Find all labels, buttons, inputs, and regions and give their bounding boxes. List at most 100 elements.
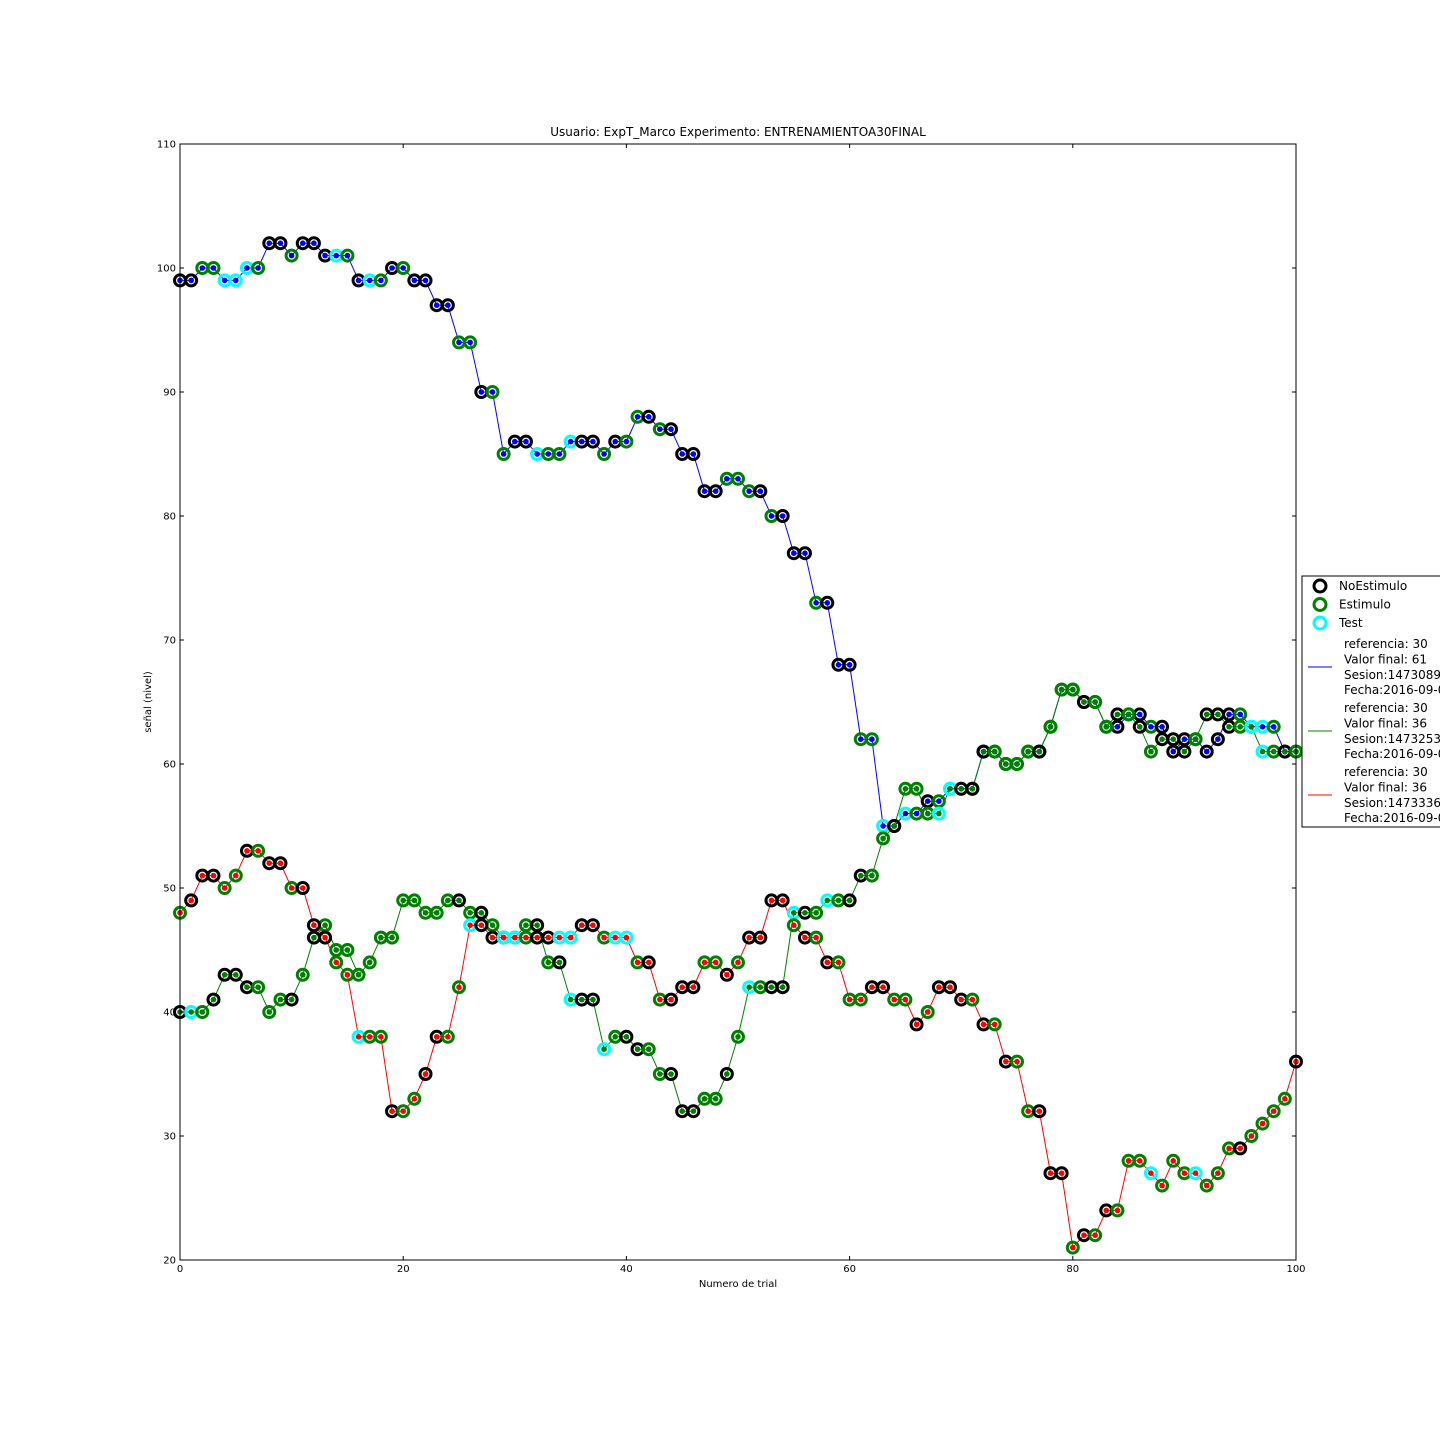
estimulo-marker xyxy=(1088,1228,1103,1243)
series-1-point xyxy=(936,798,942,804)
x-tick-label: 40 xyxy=(620,1264,633,1275)
series-2-point xyxy=(1248,724,1255,730)
series-1-point xyxy=(534,451,540,457)
series-2-point xyxy=(1103,724,1110,730)
series-1-point xyxy=(288,252,295,259)
noestimulo-marker xyxy=(206,992,221,1007)
series-2-point xyxy=(1081,699,1087,705)
series-2-point xyxy=(333,947,340,953)
series-2-point xyxy=(846,897,853,904)
noestimulo-marker xyxy=(1032,1104,1047,1119)
series-3-point xyxy=(1058,1170,1065,1176)
series-3-point xyxy=(757,934,764,941)
noestimulo-marker xyxy=(686,980,701,995)
series-1-point xyxy=(791,550,797,556)
test-marker xyxy=(931,806,946,821)
series-1-point xyxy=(478,389,485,395)
series-2-point xyxy=(746,984,752,990)
series-3-point xyxy=(277,860,284,866)
noestimulo-marker xyxy=(552,955,567,970)
series-1-point xyxy=(411,277,418,284)
legend-label: Test xyxy=(1338,616,1363,630)
series-3-point xyxy=(244,848,250,854)
series-1-point xyxy=(657,426,663,433)
x-tick-label: 100 xyxy=(1286,1264,1305,1275)
estimulo-marker xyxy=(708,955,723,970)
series-1-point xyxy=(500,451,507,457)
y-tick-label: 20 xyxy=(163,1256,176,1267)
series-3-point xyxy=(947,984,953,990)
estimulo-marker xyxy=(898,992,913,1007)
estimulo-marker xyxy=(396,1104,411,1119)
estimulo-legend-icon xyxy=(1312,597,1328,612)
test-marker xyxy=(619,930,634,945)
series-3-point xyxy=(188,897,194,904)
noestimulo-marker xyxy=(842,657,857,672)
series-3-point xyxy=(1025,1108,1031,1114)
series-1-point xyxy=(1270,724,1277,730)
noestimulo-marker xyxy=(306,236,321,251)
legend-series-text: Valor final: 36 xyxy=(1344,716,1427,730)
noestimulo-marker xyxy=(284,992,299,1007)
series-1-point xyxy=(578,438,585,445)
estimulo-marker xyxy=(731,471,745,486)
y-tick-label: 70 xyxy=(163,636,176,647)
series-1-point xyxy=(880,823,886,829)
series-2-point xyxy=(802,910,808,916)
series-1-point xyxy=(523,438,529,445)
series-1-point xyxy=(255,265,261,271)
series-3-point xyxy=(1170,1158,1177,1164)
series-2-point xyxy=(1058,686,1065,693)
series-3-point xyxy=(545,934,552,941)
series-2-point xyxy=(1036,748,1043,755)
series-2-point xyxy=(679,1108,685,1114)
series-2-point xyxy=(255,984,261,990)
noestimulo-marker xyxy=(228,967,243,982)
series-3-point xyxy=(512,934,518,941)
series-1-point xyxy=(724,476,730,482)
series-1-point xyxy=(277,240,284,246)
noestimulo-marker xyxy=(440,298,455,313)
series-3-point xyxy=(724,972,730,978)
series-1-point xyxy=(1170,748,1177,755)
series-3-point xyxy=(1047,1170,1054,1176)
series-1-point xyxy=(378,277,384,284)
series-3-point xyxy=(980,1021,987,1028)
series-1-point xyxy=(735,476,741,482)
noestimulo-marker xyxy=(184,273,199,288)
noestimulo-marker xyxy=(585,992,600,1007)
noestimulo-marker xyxy=(820,595,835,610)
series-1-point xyxy=(757,488,764,495)
x-tick-label: 0 xyxy=(177,1264,183,1275)
series-2-point xyxy=(288,996,295,1003)
series-2-point xyxy=(199,1009,206,1015)
series-2-point xyxy=(478,910,485,916)
estimulo-marker xyxy=(786,918,801,933)
series-3-point xyxy=(623,934,630,941)
estimulo-marker xyxy=(1065,682,1080,697)
series-3-point xyxy=(1203,1182,1210,1189)
estimulo-marker xyxy=(731,1029,745,1044)
series-3-point xyxy=(567,934,574,941)
estimulo-marker xyxy=(708,1091,723,1106)
series-2-point xyxy=(221,972,228,978)
series-3-point xyxy=(857,996,864,1003)
series-3-point xyxy=(590,922,596,928)
y-tick-label: 30 xyxy=(163,1132,176,1143)
estimulo-marker xyxy=(373,1029,388,1044)
series-3-point xyxy=(333,959,340,966)
series-2-point xyxy=(1114,711,1121,718)
noestimulo-marker xyxy=(753,484,768,499)
series-3-point xyxy=(1114,1207,1121,1214)
estimulo-marker xyxy=(396,261,411,275)
series-1-point xyxy=(802,550,808,556)
series-3-point xyxy=(791,922,797,928)
series-3-point xyxy=(199,872,206,879)
series-3-point xyxy=(578,922,585,928)
series-2-point xyxy=(578,996,585,1003)
y-tick-label: 50 xyxy=(163,884,176,895)
estimulo-marker xyxy=(876,831,891,846)
